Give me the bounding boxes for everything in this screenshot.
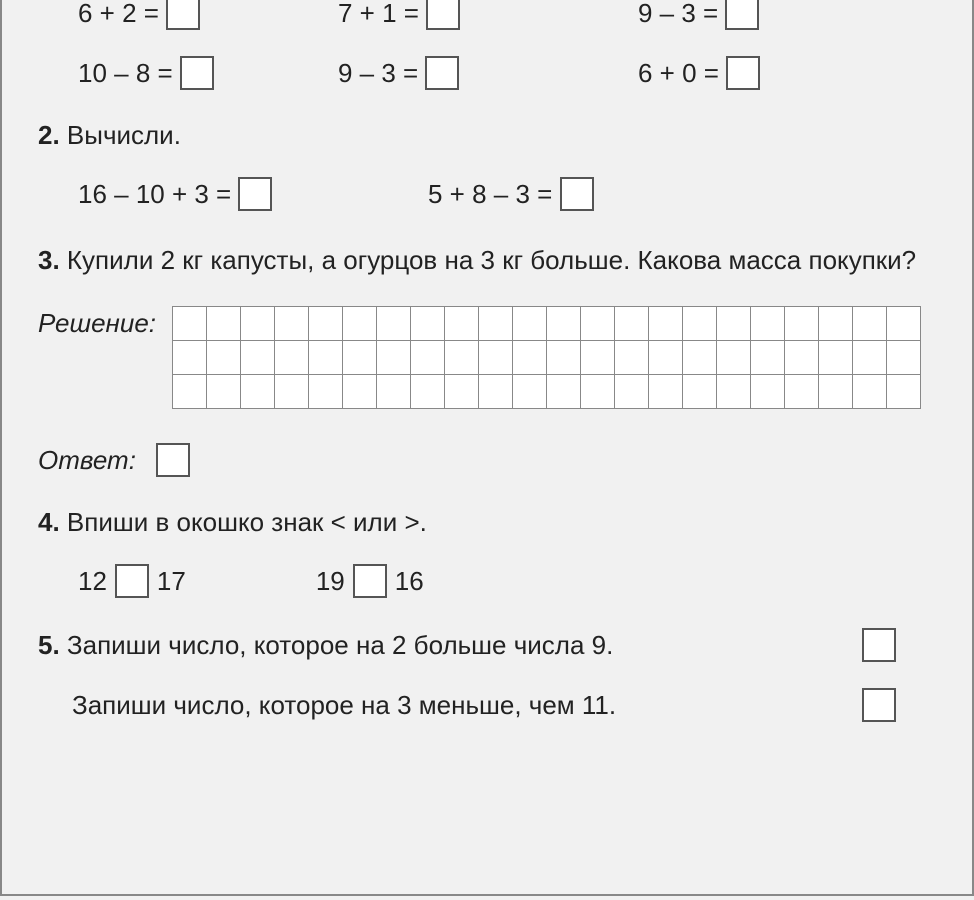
eq-expr: 16 – 10 + 3 = bbox=[78, 179, 238, 210]
answer-box[interactable] bbox=[353, 564, 387, 598]
equation: 7 + 1 = bbox=[338, 0, 638, 30]
answer-box[interactable] bbox=[156, 443, 190, 477]
p3-body: Купили 2 кг капусты, а огурцов на 3 кг б… bbox=[60, 245, 916, 275]
cmp-right: 16 bbox=[395, 566, 424, 597]
p5-body1: Запиши число, которое на 2 больше числа … bbox=[60, 630, 614, 660]
answer-box[interactable] bbox=[166, 0, 200, 30]
p5-line2: Запиши число, которое на 3 меньше, чем 1… bbox=[38, 688, 936, 722]
answer-box[interactable] bbox=[115, 564, 149, 598]
p2-row: 16 – 10 + 3 = 5 + 8 – 3 = bbox=[38, 177, 936, 211]
p2-heading: 2. Вычисли. bbox=[38, 120, 936, 151]
p1-row2: 10 – 8 = 9 – 3 = 6 + 0 = bbox=[38, 56, 936, 90]
p5-text1: 5. Запиши число, которое на 2 больше чис… bbox=[38, 630, 613, 661]
answer-box[interactable] bbox=[238, 177, 272, 211]
answer-row: Ответ: bbox=[38, 443, 936, 477]
p4-heading: 4. Впиши в окошко знак < или >. bbox=[38, 507, 936, 538]
eq-expr: 9 – 3 = bbox=[338, 58, 425, 89]
answer-box[interactable] bbox=[180, 56, 214, 90]
cmp-right: 17 bbox=[157, 566, 186, 597]
worksheet-page: 6 + 2 = 7 + 1 = 9 – 3 = 10 – 8 = 9 – 3 =… bbox=[0, 0, 974, 896]
eq-expr: 10 – 8 = bbox=[78, 58, 180, 89]
p4-title: Впиши в окошко знак < или >. bbox=[60, 507, 427, 537]
equation: 5 + 8 – 3 = bbox=[428, 177, 594, 211]
cmp-left: 19 bbox=[316, 566, 345, 597]
p2-number: 2. bbox=[38, 120, 60, 150]
answer-box[interactable] bbox=[560, 177, 594, 211]
answer-box[interactable] bbox=[426, 0, 460, 30]
answer-label: Ответ: bbox=[38, 445, 156, 476]
comparison: 12 17 bbox=[78, 564, 186, 598]
answer-box[interactable] bbox=[862, 628, 896, 662]
eq-expr: 6 + 0 = bbox=[638, 58, 726, 89]
p4-number: 4. bbox=[38, 507, 60, 537]
eq-expr: 9 – 3 = bbox=[638, 0, 725, 29]
p5-number: 5. bbox=[38, 630, 60, 660]
solution-row: Решение: bbox=[38, 306, 936, 409]
equation: 9 – 3 = bbox=[638, 0, 759, 30]
eq-expr: 7 + 1 = bbox=[338, 0, 426, 29]
equation: 10 – 8 = bbox=[38, 56, 338, 90]
answer-box[interactable] bbox=[725, 0, 759, 30]
answer-box[interactable] bbox=[726, 56, 760, 90]
equation: 9 – 3 = bbox=[338, 56, 638, 90]
equation: 16 – 10 + 3 = bbox=[38, 177, 428, 211]
equation: 6 + 2 = bbox=[38, 0, 338, 30]
p5-text2: Запиши число, которое на 3 меньше, чем 1… bbox=[72, 690, 616, 721]
equation: 6 + 0 = bbox=[638, 56, 760, 90]
eq-expr: 6 + 2 = bbox=[78, 0, 166, 29]
p4-row: 12 17 19 16 bbox=[38, 564, 936, 598]
p3-text: 3. Купили 2 кг капусты, а огурцов на 3 к… bbox=[38, 241, 936, 280]
answer-box[interactable] bbox=[425, 56, 459, 90]
cmp-left: 12 bbox=[78, 566, 107, 597]
answer-box[interactable] bbox=[862, 688, 896, 722]
p2-title: Вычисли. bbox=[60, 120, 181, 150]
p5-line1: 5. Запиши число, которое на 2 больше чис… bbox=[38, 628, 936, 662]
p1-row1: 6 + 2 = 7 + 1 = 9 – 3 = bbox=[38, 0, 936, 30]
solution-label: Решение: bbox=[38, 306, 172, 339]
p3-number: 3. bbox=[38, 245, 60, 275]
eq-expr: 5 + 8 – 3 = bbox=[428, 179, 560, 210]
solution-grid[interactable] bbox=[172, 306, 921, 409]
comparison: 19 16 bbox=[316, 564, 424, 598]
